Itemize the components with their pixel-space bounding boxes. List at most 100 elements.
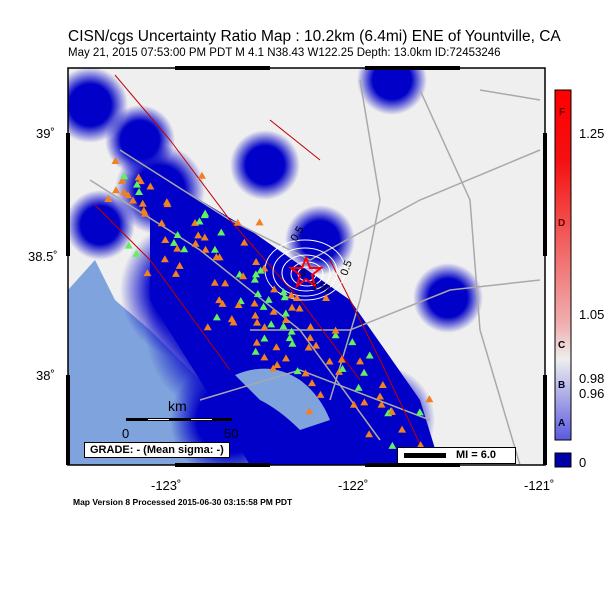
grade-box: GRADE: - (Mean sigma: -) xyxy=(84,442,230,458)
uncertainty-region xyxy=(230,130,300,200)
seismic-station-icon xyxy=(197,171,206,179)
seismic-station-icon xyxy=(135,187,144,195)
seismic-station-icon xyxy=(212,253,221,261)
seismic-station-icon xyxy=(280,293,289,301)
roads xyxy=(89,79,541,465)
seismic-station-icon xyxy=(287,291,296,299)
road xyxy=(119,149,541,261)
seismic-station-icon xyxy=(295,304,304,312)
seismic-station-icon xyxy=(281,354,290,362)
seismic-station-icon xyxy=(356,357,365,365)
seismic-station-icon xyxy=(124,241,133,249)
frame-ticks xyxy=(66,66,547,467)
seismic-station-icon xyxy=(255,218,264,226)
seismic-station-icon xyxy=(200,233,209,241)
seismic-station-icon xyxy=(210,278,219,286)
seismic-station-icon xyxy=(210,245,219,253)
seismic-station-icon xyxy=(203,323,212,331)
lat-tick-38: 38˚ xyxy=(36,368,55,383)
seismic-station-icon xyxy=(287,327,296,335)
seismic-station-icon xyxy=(416,441,425,449)
contour-label: 3 xyxy=(300,268,306,279)
seismic-station-icon xyxy=(221,279,230,287)
seismic-station-icon xyxy=(304,343,313,351)
grade-a: A xyxy=(558,418,566,429)
seismic-station-icon xyxy=(354,383,363,391)
fault-line xyxy=(114,74,361,381)
seismic-station-icon xyxy=(233,218,242,226)
seismic-station-icon xyxy=(279,288,288,296)
seismic-station-icon xyxy=(260,353,269,361)
uncertainty-region xyxy=(357,68,427,115)
seismic-station-icon xyxy=(146,182,155,190)
seismic-station-icon xyxy=(218,299,227,307)
seismic-station-icon xyxy=(120,172,129,180)
seismic-station-icon xyxy=(288,339,297,347)
seismic-station-icon xyxy=(360,398,369,406)
seismic-station-icon xyxy=(169,238,178,246)
seismic-station-icon xyxy=(273,361,282,369)
scale-end: 50 xyxy=(224,426,239,441)
seismic-station-icon xyxy=(279,322,288,330)
seismic-station-icon xyxy=(134,173,143,181)
seismic-station-icon xyxy=(305,407,314,415)
seismic-station-icon xyxy=(132,249,141,257)
uncertainty-region xyxy=(285,205,355,275)
seismic-station-icon xyxy=(111,156,120,164)
seismic-station-icon xyxy=(252,338,261,346)
seismic-station-icon xyxy=(250,275,259,283)
colorbar-tick: 0.98 xyxy=(579,371,605,386)
seismic-station-icon xyxy=(251,347,260,355)
seismic-station-icon xyxy=(132,180,141,188)
seismic-station-icon xyxy=(215,296,224,304)
seismic-station-icon xyxy=(128,196,137,204)
road xyxy=(419,89,521,465)
grade-b: B xyxy=(558,380,566,391)
road xyxy=(199,369,431,421)
contour-label: 2.5 xyxy=(312,282,326,293)
grade-d: D xyxy=(558,218,566,229)
seismic-station-icon xyxy=(348,338,357,346)
colorbar xyxy=(554,89,572,468)
seismic-station-icon xyxy=(312,341,321,349)
bay xyxy=(235,368,330,430)
map-version-footer: Map Version 8 Processed 2015-06-30 03:15… xyxy=(73,497,293,507)
seismic-station-icon xyxy=(139,206,148,214)
fault-legend-bar xyxy=(404,453,446,458)
seismic-station-icon xyxy=(349,400,358,408)
stations xyxy=(104,156,434,449)
seismic-station-icon xyxy=(229,318,238,326)
seismic-station-icon xyxy=(316,390,325,398)
seismic-station-icon xyxy=(212,313,221,321)
seismic-station-icon xyxy=(256,266,265,274)
seismic-station-icon xyxy=(415,408,424,416)
seismic-station-icon xyxy=(270,285,279,293)
seismic-station-icon xyxy=(138,199,147,207)
lat-tick-39: 39˚ xyxy=(36,126,55,141)
seismic-station-icon xyxy=(264,295,273,303)
seismic-station-icon xyxy=(175,261,184,269)
seismic-station-icon xyxy=(253,318,262,326)
seismic-station-icon xyxy=(251,311,260,319)
grade-c: C xyxy=(558,340,566,351)
seismic-station-icon xyxy=(331,331,340,339)
seismic-station-icon xyxy=(260,334,269,342)
lat-tick-38-5: 38.5˚ xyxy=(28,249,58,264)
seismic-station-icon xyxy=(173,230,182,238)
scale-unit: km xyxy=(168,398,187,414)
lon-tick-123: -123˚ xyxy=(151,478,182,493)
seismic-station-icon xyxy=(387,407,396,415)
seismic-station-icon xyxy=(272,343,281,351)
seismic-station-icon xyxy=(365,351,374,359)
seismic-station-icon xyxy=(281,309,290,317)
seismic-station-icon xyxy=(325,357,334,365)
seismic-station-icon xyxy=(293,293,302,301)
seismic-station-icon xyxy=(194,231,203,239)
seismic-station-icon xyxy=(260,323,269,331)
seismic-station-icon xyxy=(338,364,347,372)
fault-legend-label: MI = 6.0 xyxy=(456,449,497,461)
map-title: CISN/cgs Uncertainty Ratio Map : 10.2km … xyxy=(68,28,561,45)
seismic-station-icon xyxy=(240,238,249,246)
seismic-station-icon xyxy=(118,176,127,184)
